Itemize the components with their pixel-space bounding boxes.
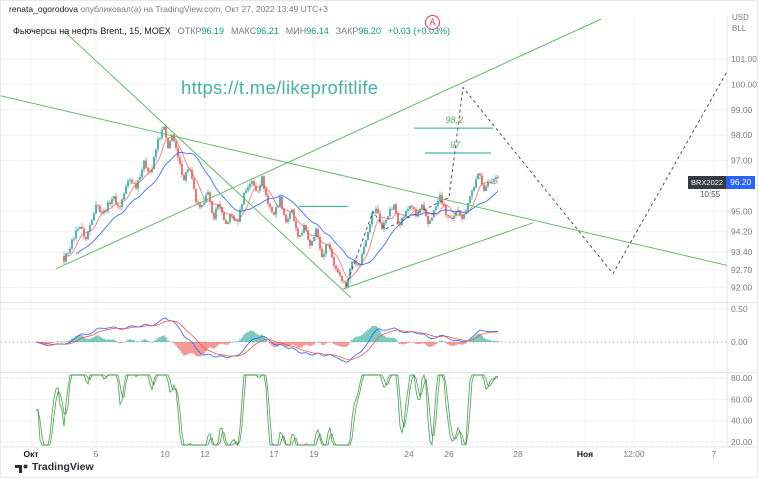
tick-label: 26 xyxy=(444,449,454,459)
tick-label: 5 xyxy=(94,449,99,459)
price-axis-unit-currency: USD xyxy=(732,13,749,22)
tick-label: 40.00 xyxy=(731,416,753,426)
tick-label: 12 xyxy=(200,449,210,459)
bar-countdown: 10:55 xyxy=(700,190,721,199)
macd-pane xyxy=(1,317,727,363)
chart-legend: Фьючерсы на нефть Brent., 15, MOEX ОТКР9… xyxy=(13,26,450,36)
price-levels[interactable]: 98,2 97 xyxy=(299,115,493,207)
tick-label: 0.00 xyxy=(731,337,748,347)
tick-label: 99.00 xyxy=(731,105,753,115)
last-price-value: 96.20 xyxy=(726,176,756,189)
tradingview-logo-text: TradingView xyxy=(32,460,94,473)
time-axis[interactable]: Окт 5 10 12 17 19 24 26 28 Ноя 12:00 7 xyxy=(23,449,716,459)
tick-label: 97.00 xyxy=(731,156,753,166)
tick-label: Ноя xyxy=(577,449,593,459)
quote-close: ЗАКР96.20 xyxy=(335,26,381,36)
projection-path[interactable] xyxy=(345,18,757,287)
symbol-title[interactable]: Фьючерсы на нефть Brent., 15, MOEX xyxy=(13,26,171,36)
tick-label: 0.50 xyxy=(731,304,748,314)
price-axis-unit-commodity: BLL xyxy=(732,24,747,33)
tradingview-logo-icon xyxy=(15,464,28,473)
tick-label: Окт xyxy=(23,449,38,459)
tick-label: 93.40 xyxy=(731,247,753,257)
quote-low: МИН96.14 xyxy=(285,26,329,36)
moving-averages xyxy=(63,136,499,279)
byline-text: опубликовал(а) на TradingView.com, Окт 2… xyxy=(78,4,328,14)
tick-label: 20.00 xyxy=(731,437,753,447)
idea-watermark-link: https://t.me/likeprofitlife xyxy=(181,77,379,98)
tick-label: 98.00 xyxy=(731,130,753,140)
tick-label: 94.20 xyxy=(731,227,753,237)
grid-lines xyxy=(1,15,727,447)
tick-label: 12:00 xyxy=(623,449,645,459)
tick-label: 101.00 xyxy=(731,54,757,64)
tick-label: 92.70 xyxy=(731,265,753,275)
level-label: 97 xyxy=(450,140,461,150)
tick-label: 19 xyxy=(309,449,319,459)
tick-label: 10 xyxy=(160,449,170,459)
author-name: renata_ogorodova xyxy=(9,4,79,14)
wave-marker-a[interactable]: A xyxy=(425,15,440,30)
last-price-badge: BRX2022 96.20 xyxy=(688,176,756,189)
tick-label: 80.00 xyxy=(731,373,753,383)
tick-label: 17 xyxy=(269,449,279,459)
trend-lines[interactable] xyxy=(1,18,758,298)
tick-label: 95.00 xyxy=(731,206,753,216)
pane-separators xyxy=(1,15,757,448)
quote-change: +0.03 (+0.03%) xyxy=(387,26,450,36)
tick-label: 92.00 xyxy=(731,283,753,293)
price-axis[interactable]: 101.00 100.00 99.00 98.00 97.00 95.00 94.20 93.… xyxy=(731,54,757,447)
quote-high: МАКС96.21 xyxy=(231,26,279,36)
level-label: 98,2 xyxy=(446,115,464,125)
tick-label: 60.00 xyxy=(731,394,753,404)
tradingview-logo[interactable]: TradingView xyxy=(15,460,94,473)
tick-label: 100.00 xyxy=(731,79,757,89)
tick-label: 7 xyxy=(712,449,717,459)
contract-label: BRX2022 xyxy=(688,176,727,189)
publish-byline: renata_ogorodova опубликовал(а) на Tradi… xyxy=(9,4,328,14)
quote-open: ОТКР96.19 xyxy=(177,26,225,36)
tick-label: 28 xyxy=(513,449,523,459)
stochastic-pane xyxy=(1,374,727,446)
tick-label: 24 xyxy=(404,449,414,459)
